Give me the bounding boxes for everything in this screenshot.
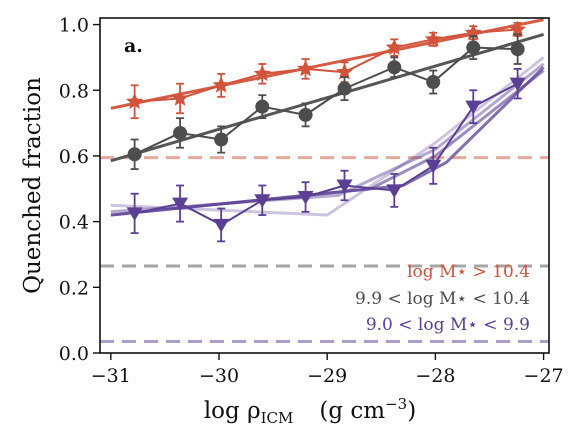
series-line [134,82,519,226]
y-tick-label: 0.6 [59,146,89,168]
data-point-circle [173,125,188,140]
x-tick-label: −27 [524,365,564,387]
x-tick-label: −28 [415,365,455,387]
data-point-triangle [336,179,353,194]
y-tick-label: 1.0 [59,15,89,37]
x-axis-title-main: log ρ [204,398,261,424]
data-point-circle [466,40,481,55]
data-point-circle [337,81,352,96]
data-point-triangle [126,207,143,222]
legend-entry: 9.9 < log M⋆ < 10.4 [355,289,530,309]
data-point-circle [387,60,402,75]
data-point-star [424,30,442,47]
legend-entry: 9.0 < log M⋆ < 9.9 [366,315,530,335]
data-point-star [385,38,403,55]
data-point-star [335,63,354,80]
data-point-triangle [213,218,230,233]
x-axis-title-units-exponent: −3 [385,395,407,413]
data-point-star [297,59,315,77]
panel-label: a. [124,35,143,57]
data-point-star [171,89,189,106]
data-point-triangle [509,77,526,92]
x-tick-label: −29 [307,365,347,387]
data-point-star [464,23,482,41]
legend: log M⋆ > 10.4 9.9 < log M⋆ < 10.4 9.0 < lo… [355,262,530,335]
x-tick-label: −31 [91,365,131,387]
x-axis-title-subscript: ICM [261,409,294,427]
x-axis-title: log ρICM (g cm−3) [204,395,416,427]
baselines-layer [100,156,549,344]
data-point-circle [298,107,313,122]
data-point-circle [426,75,441,90]
y-tick-label: 0.0 [59,343,89,365]
data-point-circle [255,99,270,114]
data-point-triangle [425,159,442,174]
y-axis-title: Quenched fraction [20,77,46,294]
data-point-triangle [172,197,189,212]
x-axis-title-units: (g cm [319,398,385,424]
data-point-star [126,92,144,110]
x-tick-label: −30 [199,365,239,387]
series-layer [126,20,527,243]
series-line [134,46,518,156]
fit-line [110,56,545,217]
legend-entry: log M⋆ > 10.4 [407,262,530,282]
data-point-triangle [297,190,314,205]
text-layer: a. Quenched fraction log ρICM (g cm−3) [20,35,416,427]
fit-line [110,32,545,163]
y-tick-label: 0.8 [59,80,89,102]
fit-line [110,66,545,217]
data-point-triangle [386,184,403,199]
fits-layer [110,18,545,217]
plot-frame [99,17,550,354]
series-line [134,28,518,103]
x-axis-title-units-close: ) [407,398,416,424]
data-point-star [509,20,527,37]
data-point-circle [127,147,142,162]
data-point-triangle [254,194,271,208]
ticks-layer: −31 −30 −29 −28 −27 0.0 0.2 0.4 0.6 0.8 1.0 [59,15,564,387]
data-point-star [253,64,271,82]
data-point-star [212,76,230,93]
data-point-circle [510,42,525,57]
data-point-triangle [465,100,482,115]
data-point-circle [214,132,229,147]
y-tick-label: 0.4 [59,212,89,234]
y-tick-label: 0.2 [59,277,89,299]
